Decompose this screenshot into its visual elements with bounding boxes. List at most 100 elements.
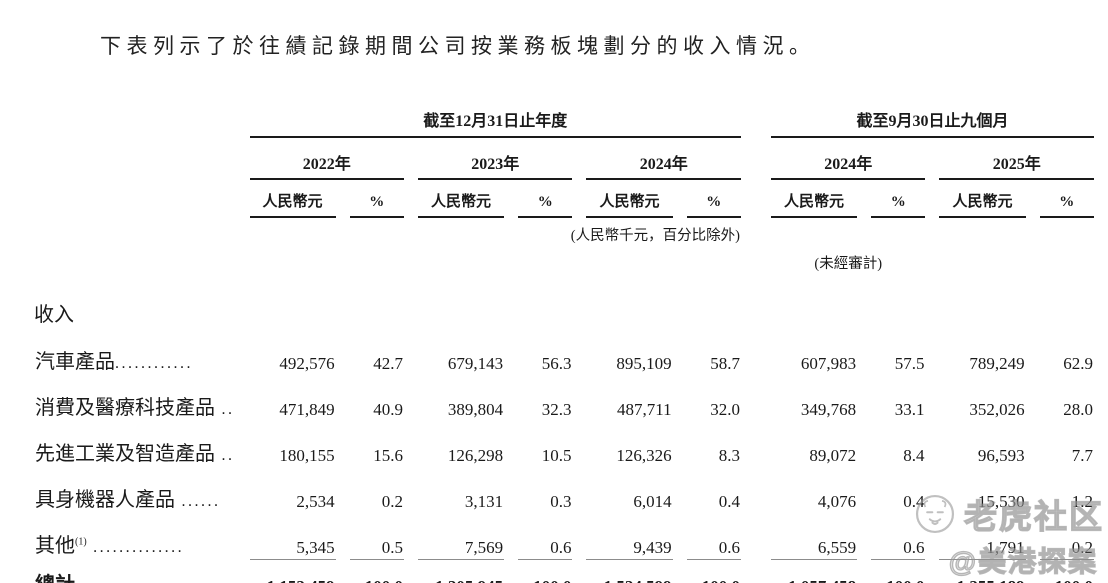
dot-leader: ............ [115,355,193,372]
cell-value: 57.5 [894,354,925,373]
cell-value: 32.0 [710,400,740,419]
percent-header: % [518,180,573,218]
row-label: 其他 [35,535,75,557]
revenue-by-segment-table: 截至12月31日止年度 截至9月30日止九個月 2022年 2023年 2024… [20,106,1108,583]
year-2024: 2024年 [586,138,741,180]
cell-value: 6,014 [633,492,672,511]
cell-value: 607,983 [800,354,857,373]
footnote-marker: (1) [75,536,87,548]
table-row-advanced-industrial: 先進工業及智造產品 .. 180,155 15.6 126,298 10.5 1… [34,421,1094,467]
row-label: 先進工業及智造產品 [35,443,215,465]
unaudited-note: (未經審計) [814,256,883,272]
dot-leader: ...... [175,493,221,510]
group-header-9m: 截至9月30日止九個月 [770,106,1094,138]
dot-leader: .............. [86,539,185,556]
dot-leader: .. [215,401,235,418]
row-label: 汽車產品 [35,351,115,373]
cell-value: 389,804 [447,400,504,419]
cell-value: 471,849 [279,400,335,419]
cell-value: 789,249 [969,354,1025,373]
row-label: 總計 [35,574,75,583]
cell-value: 10.5 [541,446,572,465]
total-value: 100.0 [686,559,741,583]
cell-value: 40.9 [373,400,403,419]
section-header-row: 收入 [34,274,1094,329]
total-value: 1,057,458 [770,559,858,583]
cell-value: 487,711 [616,400,672,419]
currency-header: 人民幣元 [770,180,858,218]
cell-value: 7,569 [464,538,504,557]
cell-value: 492,576 [279,354,335,373]
cell-value: 7.7 [1071,446,1093,465]
total-value: 1,205,945 [417,559,505,583]
cell-value: 352,026 [969,400,1025,419]
group-header-fy: 截至12月31日止年度 [249,106,741,138]
cell-value: 0.6 [550,538,572,557]
dot-leader: .. [215,447,235,464]
subheader-row: 人民幣元 % 人民幣元 % 人民幣元 % 人民幣元 % 人民幣元 % [34,180,1094,218]
cell-value: 8.3 [718,446,740,465]
cell-value: 349,768 [800,400,857,419]
cell-value: 42.7 [373,354,403,373]
year-header-row: 2022年 2023年 2024年 2024年 2025年 [34,138,1094,180]
table-row-automotive: 汽車產品............ 492,576 42.7 679,143 56… [34,329,1094,375]
cell-value: 126,298 [447,446,504,465]
cell-value: 89,072 [809,446,857,465]
table-row-consumer-medical: 消費及醫療科技產品 .. 471,849 40.9 389,804 32.3 4… [34,375,1094,421]
total-value: 100.0 [518,559,573,583]
currency-header: 人民幣元 [939,180,1026,218]
total-value: 100.0 [871,559,926,583]
cell-value: 126,326 [616,446,672,465]
cell-value: 0.6 [718,538,740,557]
cell-value: 15,530 [977,492,1025,511]
cell-value: 3,131 [464,492,504,511]
currency-header: 人民幣元 [586,180,673,218]
table-row-total: 總計 ............... 1,152,459 100.0 1,205… [34,559,1094,583]
section-header-revenue: 收入 [34,304,74,326]
year-2022: 2022年 [249,138,404,180]
currency-header: 人民幣元 [417,180,505,218]
cell-value: 895,109 [616,354,672,373]
cell-value: 28.0 [1063,400,1093,419]
cell-value: 0.3 [550,492,572,511]
units-note: (人民幣千元，百分比除外) [570,228,740,244]
units-note-row: (人民幣千元，百分比除外) [34,218,1094,246]
cell-value: 180,155 [279,446,335,465]
row-label: 具身機器人產品 [35,489,175,511]
year-2025-9m: 2025年 [939,138,1094,180]
group-header-row: 截至12月31日止年度 截至9月30日止九個月 [34,106,1094,138]
cell-value: 8.4 [903,446,925,465]
cell-value: 32.3 [541,400,572,419]
unaudited-note-row: (未經審計) [34,246,1094,274]
total-value: 1,152,459 [249,559,336,583]
year-2024-9m: 2024年 [770,138,926,180]
cell-value: 2,534 [296,492,335,511]
cell-value: 58.7 [710,354,740,373]
currency-header: 人民幣元 [249,180,336,218]
table-row-others: 其他(1) .............. 5,345 0.5 7,569 0.6… [34,513,1094,559]
percent-header: % [871,180,926,218]
total-value: 100.0 [1039,559,1094,583]
cell-value: 0.6 [903,538,925,557]
cell-value: 1.2 [1071,492,1093,511]
cell-value: 4,076 [817,492,857,511]
percent-header: % [686,180,741,218]
row-label: 消費及醫療科技產品 [35,397,215,419]
year-2023: 2023年 [417,138,573,180]
cell-value: 9,439 [633,538,672,557]
percent-header: % [349,180,404,218]
cell-value: 56.3 [541,354,572,373]
cell-value: 62.9 [1063,354,1093,373]
cell-value: 0.4 [718,492,740,511]
cell-value: 1,791 [986,538,1025,557]
cell-value: 0.2 [1071,538,1093,557]
cell-value: 33.1 [894,400,925,419]
cell-value: 0.5 [381,538,403,557]
dot-leader: ............... [75,578,179,583]
cell-value: 0.2 [381,492,403,511]
cell-value: 0.4 [903,492,925,511]
percent-header: % [1039,180,1094,218]
cell-value: 6,559 [817,538,857,557]
cell-value: 96,593 [977,446,1025,465]
cell-value: 15.6 [373,446,403,465]
